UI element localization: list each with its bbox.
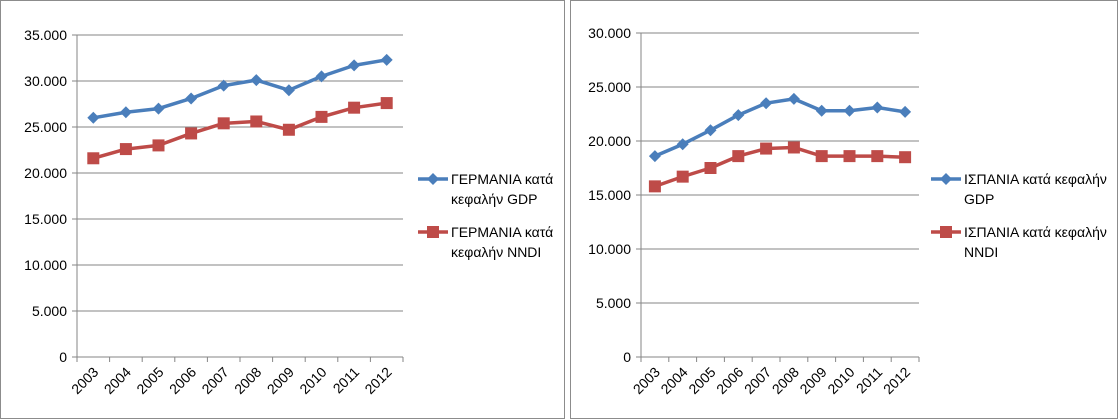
y-tick-label: 20.000 — [588, 133, 631, 149]
legend-label: ΓΕΡΜΑΝΙΑ κατά — [451, 171, 553, 187]
x-tick-label: 2007 — [198, 364, 231, 397]
y-tick-label: 25.000 — [588, 79, 631, 95]
legend-label: κεφαλήν NNDI — [451, 244, 541, 260]
legend-marker-square — [427, 226, 439, 238]
y-tick-label: 30.000 — [588, 25, 631, 41]
data-point-diamond — [185, 92, 198, 105]
data-point-square — [380, 97, 393, 110]
legend-label: ΓΕΡΜΑΝΙΑ κατά — [451, 224, 553, 240]
x-tick-label: 2012 — [361, 364, 394, 397]
data-point-diamond — [119, 106, 132, 119]
y-tick-label: 0 — [59, 349, 67, 365]
legend-label: κεφαλήν GDP — [451, 191, 537, 207]
data-point-square — [732, 150, 745, 163]
x-tick-label: 2010 — [824, 364, 857, 397]
data-point-diamond — [87, 111, 100, 124]
legend-label: NNDI — [964, 244, 998, 260]
x-tick-label: 2009 — [796, 364, 829, 397]
data-point-square — [217, 117, 230, 130]
legend-label: ΙΣΠΑΝΙΑ κατά κεφαλήν — [964, 224, 1107, 240]
chart-panel-spain: 0 5.000 10.000 15.000 20.000 25.000 30.000 2003… — [570, 0, 1118, 419]
data-point-diamond — [899, 105, 912, 118]
x-tick-label: 2011 — [853, 364, 886, 397]
gridlines — [72, 34, 403, 358]
x-tick-label: 2010 — [296, 364, 329, 397]
data-point-square — [152, 139, 165, 152]
x-tick-label: 2004 — [657, 364, 690, 397]
y-tick-label: 15.000 — [24, 211, 67, 227]
data-point-diamond — [152, 102, 165, 115]
data-point-diamond — [732, 109, 745, 122]
legend-label: GDP — [964, 191, 994, 207]
data-point-square — [787, 141, 800, 154]
data-point-square — [348, 101, 361, 114]
y-tick-label: 5.000 — [596, 295, 631, 311]
x-tick-label: 2003 — [630, 364, 663, 397]
data-point-diamond — [815, 104, 828, 117]
x-tick-label: 2012 — [880, 364, 913, 397]
x-tick-label: 2008 — [231, 364, 264, 397]
data-point-square — [250, 115, 263, 128]
y-tick-label: 5.000 — [32, 303, 67, 319]
data-point-square — [119, 143, 132, 156]
data-point-square — [704, 162, 717, 174]
data-point-square — [648, 180, 661, 193]
legend-marker-diamond — [427, 173, 439, 185]
legend-marker-square — [940, 226, 952, 238]
chart-germany: 0 5.000 10.000 15.000 20.000 25.000 30.000 35.0… — [24, 27, 553, 397]
gridlines — [636, 32, 919, 358]
data-point-diamond — [676, 138, 689, 151]
data-point-diamond — [787, 92, 800, 105]
data-point-diamond — [348, 59, 361, 72]
x-tick-label: 2005 — [685, 364, 718, 397]
data-point-diamond — [282, 84, 295, 97]
legend-marker-diamond — [940, 173, 952, 185]
y-tick-label: 25.000 — [24, 119, 67, 135]
x-tick-label: 2011 — [330, 364, 363, 397]
x-tick-label: 2007 — [741, 364, 774, 397]
y-tick-label: 15.000 — [588, 187, 631, 203]
data-point-square — [871, 150, 884, 163]
series-line-0 — [654, 97, 906, 158]
data-point-square — [282, 123, 295, 136]
y-tick-label: 10.000 — [24, 257, 67, 273]
data-point-diamond — [871, 101, 884, 114]
y-tick-label: 20.000 — [24, 165, 67, 181]
x-tick-label: 2003 — [68, 364, 101, 397]
x-tick-label: 2008 — [769, 364, 802, 397]
data-point-diamond — [760, 97, 773, 110]
data-point-diamond — [315, 70, 328, 83]
series-line-1 — [92, 101, 387, 160]
data-point-diamond — [648, 150, 661, 163]
y-tick-label: 35.000 — [24, 27, 67, 43]
series-line-1 — [654, 145, 906, 189]
data-point-square — [676, 170, 689, 183]
data-point-diamond — [380, 53, 393, 66]
chart-panel-germany: 0 5.000 10.000 15.000 20.000 25.000 30.000 35.0… — [0, 0, 565, 419]
data-point-square — [815, 150, 828, 163]
data-point-diamond — [250, 74, 263, 87]
series-line-0 — [93, 58, 387, 120]
y-tick-label: 30.000 — [24, 73, 67, 89]
data-point-diamond — [843, 104, 856, 117]
y-tick-label: 10.000 — [588, 241, 631, 257]
x-tick-label: 2004 — [101, 364, 134, 397]
data-point-square — [899, 151, 912, 164]
data-point-diamond — [217, 79, 230, 92]
x-tick-label: 2009 — [264, 364, 297, 397]
legend-label: ΙΣΠΑΝΙΑ κατά κεφαλήν — [964, 171, 1107, 187]
x-tick-label: 2006 — [166, 364, 199, 397]
x-tick-label: 2005 — [133, 364, 166, 397]
data-point-square — [843, 150, 856, 163]
data-point-diamond — [704, 124, 717, 137]
data-point-square — [315, 110, 328, 123]
data-point-square — [760, 142, 773, 155]
data-point-square — [87, 152, 100, 165]
chart-spain: 0 5.000 10.000 15.000 20.000 25.000 30.000 2003… — [588, 25, 1107, 397]
x-tick-label: 2006 — [713, 364, 746, 397]
data-point-square — [185, 127, 198, 140]
y-tick-label: 0 — [623, 349, 631, 365]
